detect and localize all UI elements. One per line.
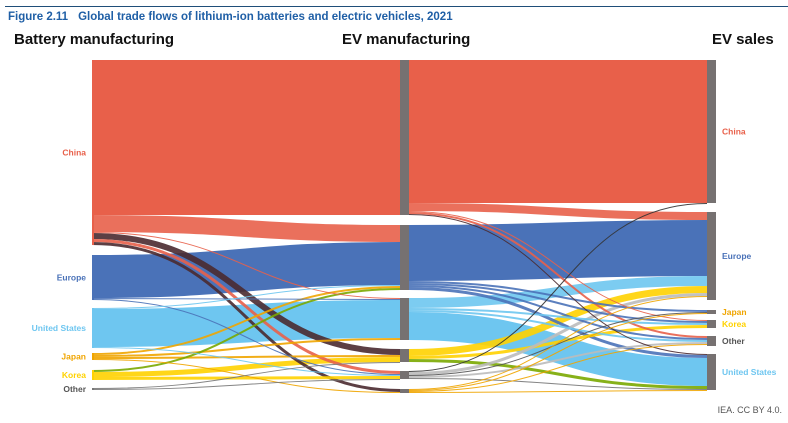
flow-1-china-to-united-states [91,232,401,299]
label-ev-sales-china: China [722,127,746,137]
flow-2-china-to-korea [408,211,708,321]
flow-1-united-states-to-other [91,347,401,376]
figure-title-text: Global trade flows of lithium-ion batter… [78,11,453,23]
flow-2-united-states-to-other [408,310,708,342]
label-battery-japan: Japan [61,352,86,362]
flow-2-japan-to-united-states [408,390,708,393]
title-rule [5,6,788,7]
label-ev-sales-united-states: United States [722,367,777,377]
node-ev-sales-korea [707,320,716,328]
node-battery-other [92,388,94,390]
flow-2-united-states-to-united-states [408,312,708,386]
flow-1-china-to-other [91,239,401,374]
node-ev-sales-japan [707,310,716,314]
node-ev-sales-united-states [707,354,716,390]
flow-2-china-to-europe [408,203,708,220]
flow-2-china-to-united-states [408,214,708,355]
figure-number: Figure 2.11 [8,11,69,23]
flow-1-korea-to-korea [91,357,401,377]
node-battery-china [92,60,94,245]
label-battery-united-states: United States [32,323,87,333]
flow-1-japan-to-united-states [91,338,401,357]
node-ev-mfg-japan [400,389,409,393]
node-ev-mfg-china [400,60,409,215]
column-heading-ev-sales: EV sales [712,31,774,48]
flow-2-europe-to-europe [408,220,708,281]
flow-1-japan-to-korea [91,355,401,359]
flow-1-china-to-korea [91,233,401,355]
node-ev-sales-other [707,336,716,346]
flow-2-china-to-other [408,212,708,338]
label-ev-sales-other: Other [722,336,745,346]
flow-2-europe-to-japan [408,281,708,312]
flow-1-united-states-to-europe [91,285,401,309]
flow-2-other-to-europe [408,293,708,375]
label-battery-korea: Korea [62,370,86,380]
flow-1-japan-to-europe [91,286,401,355]
label-ev-sales-korea: Korea [722,319,746,329]
source-credit: IEA. CC BY 4.0. [717,405,782,415]
flow-2-japan-to-japan [408,313,708,391]
flow-1-china-to-europe [91,215,401,242]
flow-2-japan-to-europe [408,296,708,390]
sankey-nodes [92,60,716,393]
label-battery-europe: Europe [57,273,87,283]
flow-2-japan-to-other [408,344,708,392]
node-ev-mfg-korea [400,349,409,362]
flow-1-united-states-to-united-states [91,300,401,347]
flow-2-korea-to-united-states [408,359,708,389]
flow-2-other-to-other [408,342,708,378]
flow-1-china-to-japan [91,242,401,392]
column-heading-ev-manufacturing: EV manufacturing [342,31,471,48]
sankey-labels: China Europe United States Japan Korea Other C… [32,127,777,395]
flow-2-korea-to-korea [408,325,708,359]
flow-2-other-to-japan [408,312,708,376]
flow-1-korea-to-other [91,376,401,380]
flow-1-europe-to-other [91,299,401,375]
node-battery-japan [92,353,94,360]
node-ev-mfg-united-states [400,298,409,340]
flow-2-other-to-china [408,203,708,372]
node-ev-mfg-europe [400,225,409,290]
flow-1-other-to-other [91,379,401,390]
flow-2-united-states-to-europe [408,276,708,308]
flow-1-europe-to-united-states [91,298,401,300]
label-battery-china: China [62,148,86,158]
flow-2-europe-to-united-states [408,287,708,358]
flow-2-europe-to-other [408,285,708,340]
node-battery-europe [92,255,94,300]
node-ev-sales-china [707,60,716,203]
flow-2-other-to-united-states [408,378,708,390]
flow-1-europe-to-europe [91,242,401,298]
label-battery-other: Other [63,384,86,394]
node-ev-mfg-other [400,371,409,379]
sankey-links [91,59,708,393]
node-battery-united-states [92,308,94,348]
column-heading-battery-manufacturing: Battery manufacturing [14,31,175,48]
flow-2-united-states-to-korea [408,308,708,325]
node-battery-korea [92,370,94,380]
label-ev-sales-japan: Japan [722,307,747,317]
node-ev-sales-europe [707,212,716,300]
label-ev-sales-europe: Europe [722,251,752,261]
flow-1-other-to-korea [91,362,401,389]
figure-title: Figure 2.11 Global trade flows of lithium… [8,11,453,23]
flow-1-korea-to-europe [91,288,401,372]
flow-2-europe-to-korea [408,283,708,323]
